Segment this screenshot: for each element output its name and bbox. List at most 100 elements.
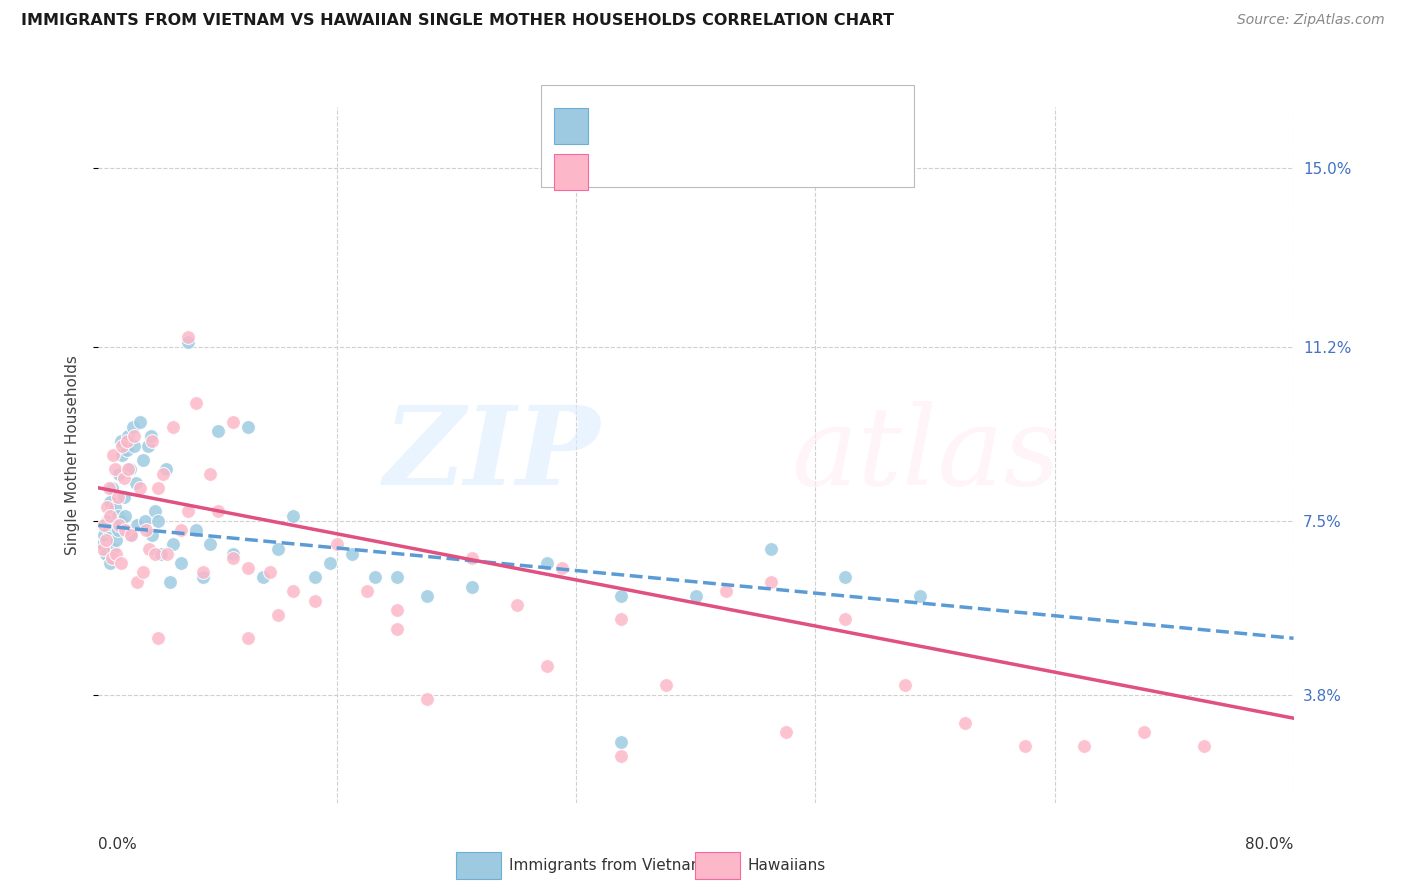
Point	[281, 584, 304, 599]
Point	[129, 481, 152, 495]
Point	[107, 490, 129, 504]
Point	[184, 396, 207, 410]
Point	[169, 523, 191, 537]
Text: Immigrants from Vietnam: Immigrants from Vietnam	[509, 858, 706, 872]
Point	[150, 547, 173, 561]
Point	[326, 537, 349, 551]
Point	[236, 632, 259, 646]
Point	[759, 574, 782, 589]
Point	[655, 678, 678, 692]
Point	[267, 607, 290, 622]
Point	[1014, 739, 1036, 754]
Point	[177, 335, 200, 350]
Point	[1133, 725, 1156, 739]
Point	[141, 528, 163, 542]
Point	[159, 574, 181, 589]
Point	[200, 537, 222, 551]
Point	[385, 603, 409, 617]
Point	[118, 462, 141, 476]
Text: -0.177: -0.177	[636, 117, 695, 135]
Point	[93, 528, 115, 542]
Point	[610, 589, 633, 603]
Point	[506, 599, 529, 613]
Point	[138, 541, 160, 556]
Point	[610, 748, 633, 763]
Point	[91, 541, 114, 556]
Point	[110, 514, 132, 528]
Point	[132, 452, 155, 467]
Point	[120, 528, 142, 542]
Point	[775, 725, 797, 739]
Text: IMMIGRANTS FROM VIETNAM VS HAWAIIAN SINGLE MOTHER HOUSEHOLDS CORRELATION CHART: IMMIGRANTS FROM VIETNAM VS HAWAIIAN SING…	[21, 13, 894, 29]
Y-axis label: Single Mother Households: Single Mother Households	[65, 355, 80, 555]
Point	[104, 500, 127, 514]
Point	[416, 589, 439, 603]
Point	[536, 556, 558, 570]
Point	[191, 570, 214, 584]
Point	[162, 537, 184, 551]
Point	[120, 528, 142, 542]
Point	[125, 476, 148, 491]
Point	[200, 467, 222, 481]
Point	[100, 556, 122, 570]
Point	[111, 448, 134, 462]
Point	[121, 419, 143, 434]
Point	[103, 448, 125, 462]
Point	[267, 541, 290, 556]
Point	[184, 523, 207, 537]
Point	[129, 415, 152, 429]
Point	[461, 551, 484, 566]
Point	[222, 415, 245, 429]
Point	[94, 533, 117, 547]
Point	[169, 556, 191, 570]
Point	[155, 462, 177, 476]
Point	[342, 547, 364, 561]
Point	[105, 547, 128, 561]
Point	[908, 589, 931, 603]
Point	[177, 330, 200, 344]
Point	[304, 593, 326, 607]
Point	[115, 434, 138, 448]
Point	[136, 438, 159, 452]
Point	[127, 574, 149, 589]
Point	[143, 547, 166, 561]
Point	[143, 504, 166, 518]
Point	[111, 438, 134, 452]
Point	[148, 514, 170, 528]
Point	[93, 518, 115, 533]
Point	[114, 509, 136, 524]
Point	[1192, 739, 1215, 754]
Point	[759, 541, 782, 556]
Text: R =: R =	[595, 163, 626, 181]
Text: ZIP: ZIP	[384, 401, 600, 508]
Point	[108, 518, 131, 533]
Point	[304, 570, 326, 584]
Text: atlas: atlas	[792, 401, 1062, 508]
Point	[550, 560, 572, 574]
Text: N =: N =	[728, 117, 759, 135]
Point	[101, 481, 124, 495]
Point	[416, 692, 439, 706]
Point	[103, 518, 125, 533]
Point	[364, 570, 387, 584]
Point	[105, 533, 128, 547]
Point	[100, 495, 122, 509]
Point	[385, 622, 409, 636]
Point	[108, 467, 131, 481]
Point	[94, 547, 117, 561]
Point	[236, 419, 259, 434]
Point	[222, 551, 245, 566]
Text: 69: 69	[766, 163, 789, 181]
Point	[139, 429, 162, 443]
Point	[101, 551, 124, 566]
Text: Source: ZipAtlas.com: Source: ZipAtlas.com	[1237, 13, 1385, 28]
Point	[610, 612, 633, 626]
Point	[236, 560, 259, 574]
Point	[110, 434, 132, 448]
Point	[834, 612, 856, 626]
Text: N =: N =	[728, 163, 759, 181]
Point	[152, 467, 174, 481]
Point	[252, 570, 274, 584]
Point	[319, 556, 342, 570]
Point	[156, 547, 179, 561]
